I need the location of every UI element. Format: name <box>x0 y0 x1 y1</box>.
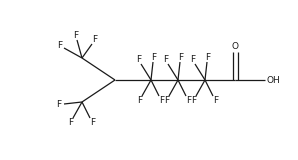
Text: F: F <box>136 55 141 64</box>
Text: F: F <box>163 55 168 64</box>
Text: F: F <box>159 96 164 105</box>
Text: F: F <box>90 118 95 127</box>
Text: F: F <box>186 96 191 105</box>
Text: F: F <box>213 96 218 105</box>
Text: F: F <box>164 96 169 105</box>
Text: F: F <box>137 96 142 105</box>
Text: F: F <box>178 52 183 62</box>
Text: F: F <box>92 35 97 44</box>
Text: F: F <box>56 100 62 109</box>
Text: OH: OH <box>266 76 280 84</box>
Text: O: O <box>232 41 238 51</box>
Text: F: F <box>191 96 196 105</box>
Text: F: F <box>73 31 78 40</box>
Text: F: F <box>68 118 73 127</box>
Text: F: F <box>57 41 62 50</box>
Text: F: F <box>205 52 210 62</box>
Text: F: F <box>190 55 195 64</box>
Text: F: F <box>151 52 156 62</box>
